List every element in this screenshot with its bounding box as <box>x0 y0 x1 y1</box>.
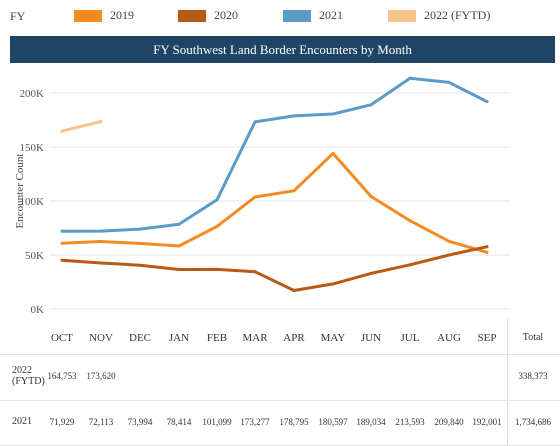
series-line-2021[interactable] <box>60 76 489 233</box>
legend-item-2019[interactable]: 2019 <box>74 8 134 24</box>
legend-swatch-2021 <box>283 10 311 23</box>
data-point[interactable] <box>138 241 142 245</box>
table-cell: 192,001 <box>472 417 502 427</box>
data-point[interactable] <box>60 258 64 262</box>
table-cell: 213,593 <box>395 417 425 427</box>
x-tick-label: AUG <box>437 332 461 344</box>
x-tick-label: MAY <box>320 332 346 344</box>
data-table: Total OCT NOV DEC JAN FEB MAR APR MAY JUN JUL AUG S… <box>0 318 560 446</box>
legend-item-2020[interactable]: 2020 <box>178 8 238 24</box>
table-divider <box>507 318 508 446</box>
legend-item-2021[interactable]: 2021 <box>283 8 343 24</box>
data-point[interactable] <box>369 103 373 107</box>
legend-label: 2022 (FYTD) <box>424 8 491 22</box>
data-point[interactable] <box>60 241 64 245</box>
table-cell: 209,840 <box>434 417 464 427</box>
series-line-2022-fytd-[interactable] <box>60 120 103 133</box>
data-point[interactable] <box>292 289 296 292</box>
data-point[interactable] <box>369 194 373 198</box>
data-point[interactable] <box>253 270 257 274</box>
table-rule <box>0 400 560 401</box>
table-cell: 72,113 <box>88 417 114 427</box>
y-tick-label: 200K <box>20 88 45 100</box>
y-tick-label: 100K <box>20 196 45 208</box>
data-point[interactable] <box>408 219 412 223</box>
data-point[interactable] <box>253 120 257 124</box>
data-point[interactable] <box>215 198 219 202</box>
y-tick-label: 150K <box>20 142 45 154</box>
data-point[interactable] <box>408 76 412 80</box>
data-point[interactable] <box>485 100 489 104</box>
data-point[interactable] <box>99 229 103 233</box>
table-cell: 71,929 <box>49 417 75 427</box>
data-point[interactable] <box>138 263 142 267</box>
data-point[interactable] <box>60 229 64 233</box>
table-cell: 101,099 <box>202 417 232 427</box>
data-point[interactable] <box>177 222 181 226</box>
data-point[interactable] <box>408 263 412 267</box>
series-line-2019[interactable] <box>60 151 489 254</box>
legend: FY 2019 2020 2021 2022 (FYTD) <box>0 0 560 34</box>
table-cell: 178,795 <box>279 417 309 427</box>
data-point[interactable] <box>331 282 335 286</box>
table-cell: 173,277 <box>240 417 270 427</box>
data-point[interactable] <box>60 129 64 133</box>
data-point[interactable] <box>485 250 489 254</box>
x-tick-label: MAR <box>242 332 268 344</box>
row-label: 2022 (FYTD) <box>12 365 45 387</box>
data-point[interactable] <box>99 240 103 243</box>
data-point[interactable] <box>177 244 181 248</box>
y-tick-label: 50K <box>25 250 44 262</box>
x-tick-label: NOV <box>89 332 113 344</box>
data-point[interactable] <box>447 80 451 84</box>
legend-label: 2020 <box>214 8 238 22</box>
table-cell: 78,414 <box>166 417 192 427</box>
row-total: 1,734,686 <box>515 417 551 427</box>
legend-label: 2021 <box>319 8 343 22</box>
row-label: 2021 <box>12 416 32 427</box>
data-point[interactable] <box>447 239 451 243</box>
row-total: 338,373 <box>518 371 548 381</box>
table-cell: 189,034 <box>356 417 386 427</box>
x-tick-label: SEP <box>477 332 497 344</box>
data-point[interactable] <box>331 112 335 116</box>
data-point[interactable] <box>177 268 181 271</box>
legend-label: 2019 <box>110 8 134 22</box>
legend-swatch-2020 <box>178 10 206 23</box>
legend-item-2022[interactable]: 2022 (FYTD) <box>388 8 490 24</box>
data-point[interactable] <box>253 195 257 199</box>
data-point[interactable] <box>215 224 219 228</box>
x-tick-label: APR <box>283 332 305 344</box>
data-point[interactable] <box>292 114 296 118</box>
chart-title: FY Southwest Land Border Encounters by M… <box>10 36 555 63</box>
x-tick-label: JUN <box>360 332 382 344</box>
table-cell: 73,994 <box>127 417 153 427</box>
x-tick-label: JUL <box>400 332 420 344</box>
series-line-2020[interactable] <box>60 245 489 292</box>
table-cell: 173,620 <box>86 371 116 381</box>
table-rule <box>0 354 560 355</box>
data-point[interactable] <box>99 120 103 123</box>
x-tick-label: FEB <box>206 332 228 344</box>
legend-title: FY <box>10 9 26 23</box>
total-header: Total <box>522 332 544 343</box>
data-point[interactable] <box>485 245 489 249</box>
y-tick-label: 0K <box>31 304 45 316</box>
data-point[interactable] <box>138 227 142 231</box>
table-cell: 180,597 <box>318 417 348 427</box>
data-point[interactable] <box>369 271 373 275</box>
line-chart: 0K 50K 100K 150K 200K <box>20 76 510 316</box>
data-point[interactable] <box>215 267 219 271</box>
data-point[interactable] <box>331 151 335 155</box>
data-point[interactable] <box>292 189 296 193</box>
table-cell: 164,753 <box>47 371 77 381</box>
legend-swatch-2019 <box>74 10 102 23</box>
data-point[interactable] <box>99 261 103 265</box>
x-tick-label: JAN <box>168 332 190 344</box>
legend-swatch-2022 <box>388 10 416 23</box>
data-point[interactable] <box>447 253 451 257</box>
x-tick-label: OCT <box>51 332 73 344</box>
x-tick-label: DEC <box>129 332 151 344</box>
